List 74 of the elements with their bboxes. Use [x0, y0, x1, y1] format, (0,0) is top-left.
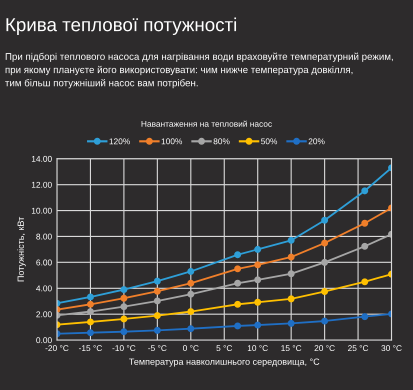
x-tick-label: 30 °C	[381, 345, 402, 352]
x-tick-label: -10 °C	[112, 345, 136, 352]
point	[187, 325, 194, 332]
point	[361, 187, 368, 194]
x-tick-label: 20 °C	[314, 345, 335, 352]
point	[361, 220, 368, 227]
point	[288, 236, 295, 244]
y-tick-label: 8.00	[36, 234, 52, 240]
point	[234, 300, 242, 308]
x-tick-label: 5 °C	[216, 345, 232, 352]
point	[120, 315, 128, 322]
point	[154, 297, 161, 304]
point	[254, 298, 262, 306]
point	[120, 303, 128, 310]
y-tick-label: 6.00	[36, 260, 52, 266]
chart-subtitle: При підборі теплового насоса для нагрівання води враховуйте температурний режим, при якому плануєте його використовувати: чим нижче температура довкілля, тим більш потужніший насос вам потрібен.	[5, 52, 393, 88]
point	[234, 251, 242, 258]
point	[120, 286, 128, 294]
legend-label: 100%	[162, 138, 182, 144]
point	[187, 308, 194, 316]
x-tick-label: -20 °C	[46, 345, 69, 352]
point	[288, 320, 295, 327]
x-tick-label: 25 °C	[348, 345, 368, 352]
point	[120, 328, 128, 336]
point	[321, 216, 328, 224]
point	[154, 288, 161, 295]
point	[254, 276, 262, 284]
legend-label: 80%	[214, 138, 230, 144]
point	[187, 280, 194, 287]
y-tick-label: 12.00	[32, 182, 52, 188]
x-tick-label: -5 °C	[148, 345, 167, 352]
point	[361, 313, 368, 320]
point	[288, 270, 295, 278]
y-tick-label: 14.00	[32, 156, 52, 162]
point	[321, 240, 328, 247]
legend-title: Навантаження на тепловий насос	[142, 120, 272, 127]
point	[154, 312, 161, 320]
x-tick-label: 0 °C	[182, 345, 199, 352]
point	[234, 265, 242, 272]
point	[288, 295, 295, 302]
point	[234, 322, 242, 330]
point	[187, 268, 194, 275]
point	[288, 254, 295, 261]
point	[86, 293, 94, 300]
point	[234, 280, 242, 287]
x-axis-title: Температура навколишнього середовища, °C	[129, 358, 320, 367]
point	[361, 242, 368, 250]
point	[321, 258, 328, 266]
y-tick-label: 0.00	[36, 337, 52, 344]
point	[254, 261, 262, 268]
point	[86, 329, 94, 336]
chart-title: Крива теплової потужності	[6, 18, 236, 36]
x-tick-label: 15 °C	[281, 345, 302, 352]
y-tick-label: 2.00	[36, 311, 52, 318]
point	[86, 318, 94, 326]
point	[321, 318, 328, 325]
point	[254, 322, 262, 329]
point	[321, 288, 328, 295]
point	[187, 290, 194, 298]
legend-label: 120%	[110, 138, 130, 144]
point	[86, 308, 94, 316]
x-tick-label: -15 °C	[78, 345, 102, 352]
y-tick-label: 4.00	[36, 285, 52, 292]
point	[361, 278, 368, 286]
point	[254, 246, 262, 253]
x-tick-label: 10 °C	[248, 345, 268, 352]
legend-label: 20%	[308, 138, 325, 144]
point	[154, 326, 161, 334]
y-axis-title: Потужність, кВт	[17, 216, 26, 282]
point	[86, 300, 94, 308]
point	[120, 294, 128, 302]
legend-label: 50%	[261, 138, 278, 144]
y-tick-label: 10.00	[32, 208, 52, 214]
point	[154, 278, 161, 285]
